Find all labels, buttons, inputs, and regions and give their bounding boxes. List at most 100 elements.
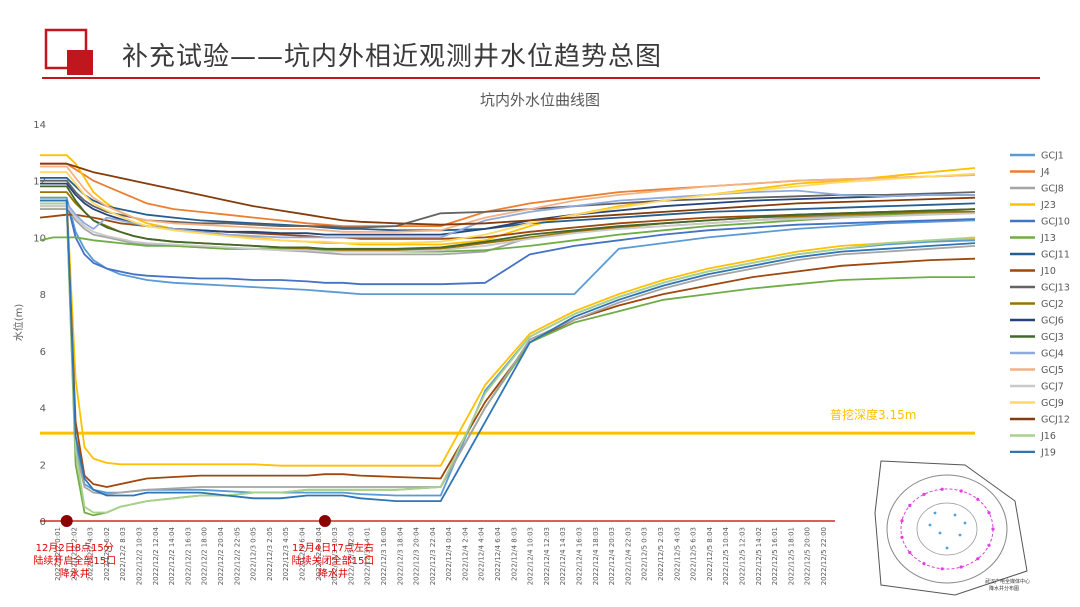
x-tick-label: 2022/12/5 20:00 xyxy=(804,527,812,585)
map-well-markers xyxy=(900,487,995,571)
x-tick-label: 2022/12/5 8:04 xyxy=(706,526,714,580)
y-tick-label: 0 xyxy=(40,517,46,528)
y-tick-label: 10 xyxy=(33,233,46,244)
y-axis-label: 水位(m) xyxy=(12,304,25,342)
series-line-j16 xyxy=(40,202,976,514)
x-tick-label: 2022/12/3 12:03 xyxy=(347,527,355,585)
map-observation-dot xyxy=(953,513,957,517)
series-line-gcj4 xyxy=(40,189,975,239)
legend-label-gcj10: GCJ10 xyxy=(1041,217,1070,228)
series-line-extra-2 xyxy=(40,199,976,488)
series-line-gcj5 xyxy=(40,165,976,233)
event-annotation-1-line-3: 降水井 xyxy=(60,567,90,580)
y-tick-label: 6 xyxy=(40,347,46,358)
x-tick-label: 2022/12/5 18:01 xyxy=(787,527,795,585)
dewatering-well-map: 武汉广电全媒体中心 降水井分布图 xyxy=(845,453,1035,601)
legend-label-gcj9: GCJ9 xyxy=(1041,398,1064,409)
x-tick-label: 2022/12/5 4:03 xyxy=(673,527,681,581)
event-annotation-2-line-1: 12月4日17点左右 xyxy=(292,541,374,554)
event-annotation-1-line-1: 12月2日8点15分 xyxy=(36,542,114,554)
x-tick-label: 2022/12/3 14:01 xyxy=(364,527,372,585)
map-well-dot xyxy=(987,543,991,547)
title-divider xyxy=(42,77,1040,79)
legend-label-j13: J13 xyxy=(1040,233,1056,244)
x-tick-label: 2022/12/2 0:01 xyxy=(54,527,62,581)
legend-label-gcj12: GCJ12 xyxy=(1041,415,1070,426)
event-marker-1 xyxy=(60,515,73,527)
legend-label-j4: J4 xyxy=(1040,167,1050,178)
map-well-dot xyxy=(987,511,991,515)
map-well-dot xyxy=(922,562,926,566)
x-tick-label: 2022/12/2 20:04 xyxy=(217,526,225,585)
series-line-gcj13 xyxy=(40,179,976,229)
x-tick-label: 2022/12/3 2:05 xyxy=(266,527,274,581)
legend-label-gcj5: GCJ5 xyxy=(1041,365,1064,376)
series-line-j13 xyxy=(39,208,976,253)
x-tick-label: 2022/12/4 20:03 xyxy=(608,527,616,585)
x-tick-label: 2022/12/4 14:03 xyxy=(559,527,567,585)
series-line-gcj3 xyxy=(40,185,976,250)
x-tick-label: 2022/12/4 10:03 xyxy=(527,527,535,585)
x-tick-label: 2022/12/2 18:00 xyxy=(201,527,209,585)
legend-label-gcj13: GCJ13 xyxy=(1041,283,1070,294)
x-tick-label: 2022/12/3 6:04 xyxy=(298,526,306,580)
page-title: 补充试验——坑内外相近观测井水位趋势总图 xyxy=(122,42,663,72)
x-tick-label: 2022/12/4 2:04 xyxy=(461,526,469,580)
series-line-j19 xyxy=(40,199,976,502)
map-site-boundary xyxy=(874,460,1028,596)
x-tick-label: 2022/12/3 20:04 xyxy=(413,526,421,585)
y-tick-label: 2 xyxy=(40,460,46,471)
map-observation-dot xyxy=(945,546,949,550)
reference-line-label: 普挖深度3.15m xyxy=(830,407,916,422)
map-observation-dot xyxy=(933,511,937,515)
x-tick-label: 2022/12/5 12:03 xyxy=(739,527,747,585)
x-tick-label: 2022/12/4 0:04 xyxy=(445,526,453,580)
map-well-dot xyxy=(900,519,904,523)
logo xyxy=(44,28,93,75)
map-well-dot xyxy=(900,535,904,539)
legend-label-gcj3: GCJ3 xyxy=(1041,332,1064,343)
map-well-dot xyxy=(959,489,963,493)
series-line-gcj12 xyxy=(40,162,976,226)
y-tick-label: 4 xyxy=(40,404,46,415)
x-tick-label: 2022/12/3 16:00 xyxy=(380,527,388,585)
series-line-gcj9 xyxy=(40,171,976,244)
series-line-gcj1 xyxy=(40,196,976,295)
event-marker-2 xyxy=(318,515,331,527)
x-tick-label: 2022/12/2 16:03 xyxy=(184,527,192,585)
x-tick-label: 2022/12/2 4:03 xyxy=(87,527,95,581)
x-tick-label: 2022/12/3 0:05 xyxy=(250,527,258,581)
x-tick-label: 2022/12/5 10:04 xyxy=(722,526,730,585)
map-well-dot xyxy=(922,492,926,496)
x-tick-label: 2022/12/4 16:03 xyxy=(576,527,584,585)
map-well-dot xyxy=(908,503,912,508)
map-caption-line-2: 降水井分布图 xyxy=(989,585,1019,592)
x-tick-label: 2022/12/5 14:02 xyxy=(755,527,763,585)
legend-label-gcj11: GCJ11 xyxy=(1041,250,1070,261)
x-tick-label: 2022/12/5 16:01 xyxy=(771,527,779,585)
x-tick-label: 2022/12/4 22:03 xyxy=(624,527,632,585)
x-tick-label: 2022/12/5 22:00 xyxy=(820,527,828,585)
event-annotation-1-line-2: 陆续开启全部15口 xyxy=(33,554,116,567)
legend-label-gcj8: GCJ8 xyxy=(1041,184,1064,195)
map-well-dot xyxy=(908,550,912,555)
map-observation-dot xyxy=(958,533,962,537)
series-line-gcj10 xyxy=(40,199,976,286)
map-well-dot xyxy=(991,527,995,531)
x-tick-label: 2022/12/5 2:03 xyxy=(657,527,665,581)
x-tick-label: 2022/12/2 14:04 xyxy=(168,526,176,585)
x-tick-label: 2022/12/4 6:04 xyxy=(494,526,502,580)
x-tick-label: 2022/12/4 12:03 xyxy=(543,527,551,585)
map-well-dot xyxy=(976,557,980,561)
map-observation-dot xyxy=(938,531,942,535)
x-tick-label: 2022/12/3 22:04 xyxy=(429,526,437,585)
x-tick-label: 2022/12/2 6:02 xyxy=(103,527,111,581)
map-observation-dot xyxy=(928,523,932,527)
series-line-gcj7 xyxy=(40,205,976,253)
x-tick-label: 2022/12/3 18:04 xyxy=(396,526,404,585)
map-inner-ring xyxy=(916,502,978,556)
x-tick-label: 2022/12/2 12:04 xyxy=(152,526,160,585)
x-tick-label: 2022/12/5 0:03 xyxy=(641,527,649,581)
x-tick-label: 2022/12/3 8:04 xyxy=(315,526,323,580)
